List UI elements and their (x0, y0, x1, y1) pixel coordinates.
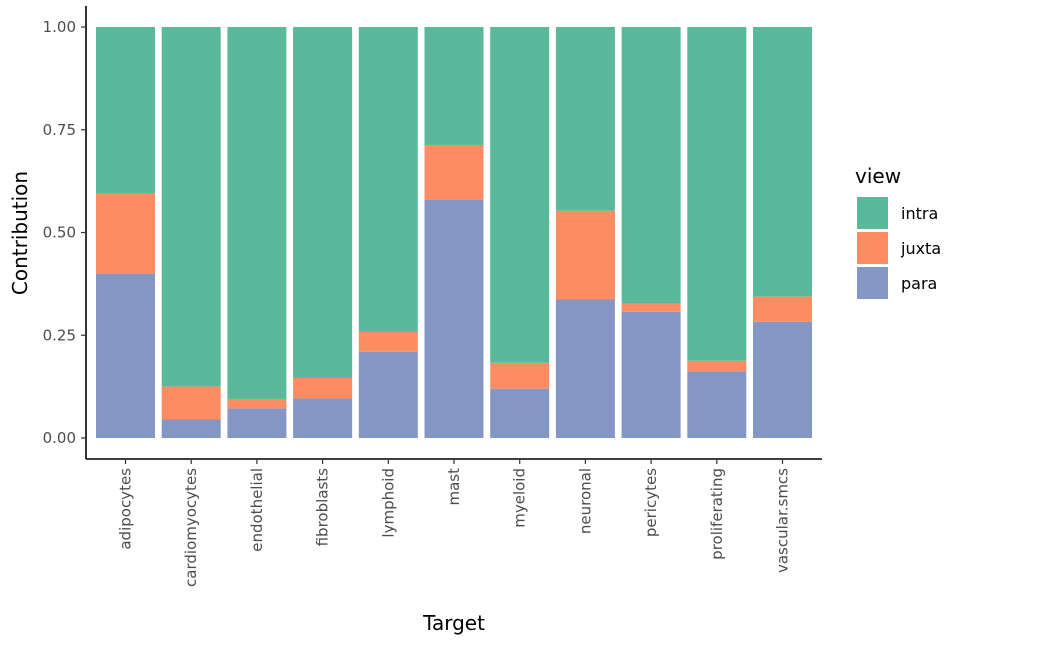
bar-para-neuronal (555, 299, 615, 438)
bar-juxta-mast (424, 144, 484, 200)
legend-label-para: para (901, 274, 937, 293)
bar-intra-mast (424, 27, 484, 145)
bar-para-cardiomyocytes (161, 419, 221, 438)
bar-para-fibroblasts (293, 398, 353, 438)
bar-para-mast (424, 199, 484, 438)
x-axis-title: Target (422, 611, 485, 635)
x-ticks-layer: adipocytes cardiomyocytes endothelial fibro… (117, 459, 792, 587)
bar-intra-cardiomyocytes (161, 27, 221, 387)
legend-items: intra juxta para (857, 197, 941, 299)
legend-swatch-juxta (857, 232, 888, 264)
bar-juxta-pericytes (621, 303, 681, 312)
bar-para-lymphoid (358, 351, 418, 438)
bar-juxta-endothelial (227, 398, 287, 409)
bar-juxta-myeloid (490, 362, 550, 389)
bar-intra-lymphoid (358, 27, 418, 332)
bar-intra-fibroblasts (293, 27, 353, 378)
legend-swatch-para (857, 267, 888, 299)
x-tick-label: mast (445, 468, 463, 506)
y-tick-label: 1.00 (43, 18, 76, 36)
legend-label-intra: intra (901, 204, 938, 223)
bar-intra-pericytes (621, 27, 681, 304)
bar-para-vascular-smcs (753, 321, 812, 438)
x-tick-label: neuronal (576, 468, 594, 534)
x-tick-label: endothelial (248, 468, 266, 552)
bar-juxta-vascular-smcs (753, 296, 812, 322)
bar-juxta-fibroblasts (293, 377, 353, 399)
bar-intra-proliferating (687, 27, 747, 361)
x-tick-label: myeloid (511, 468, 529, 528)
x-tick-label: lymphoid (379, 468, 397, 538)
legend-swatch-intra (857, 197, 888, 229)
bars-layer (96, 27, 812, 438)
bar-intra-vascular-smcs (753, 27, 812, 297)
bar-intra-myeloid (490, 27, 550, 363)
legend-title: view (855, 164, 901, 188)
y-tick-label: 0.50 (43, 224, 76, 242)
bar-para-proliferating (687, 371, 747, 438)
bar-juxta-adipocytes (96, 193, 155, 274)
y-tick-label: 0.25 (43, 326, 76, 344)
x-tick-label: vascular.smcs (774, 468, 792, 573)
y-axis-title: Contribution (8, 171, 32, 295)
bar-juxta-lymphoid (358, 331, 418, 352)
bar-juxta-cardiomyocytes (161, 386, 221, 420)
x-tick-label: adipocytes (117, 468, 135, 550)
bar-juxta-neuronal (555, 210, 615, 300)
x-tick-label: cardiomyocytes (182, 468, 200, 587)
bar-para-adipocytes (96, 273, 155, 438)
x-tick-label: proliferating (708, 468, 726, 560)
y-ticks-layer: 0.00 0.25 0.50 0.75 1.00 (43, 18, 86, 447)
bar-para-myeloid (490, 388, 550, 438)
legend: view intra juxta para (855, 164, 941, 299)
bar-intra-neuronal (555, 27, 615, 211)
bar-intra-endothelial (227, 27, 287, 399)
bar-para-pericytes (621, 311, 681, 438)
y-tick-label: 0.75 (43, 121, 76, 139)
x-tick-label: fibroblasts (314, 468, 332, 547)
x-tick-label: pericytes (642, 468, 660, 537)
y-tick-label: 0.00 (43, 429, 76, 447)
bar-intra-adipocytes (96, 27, 155, 194)
legend-label-juxta: juxta (900, 239, 941, 258)
bar-juxta-proliferating (687, 360, 747, 372)
bar-para-endothelial (227, 408, 287, 438)
